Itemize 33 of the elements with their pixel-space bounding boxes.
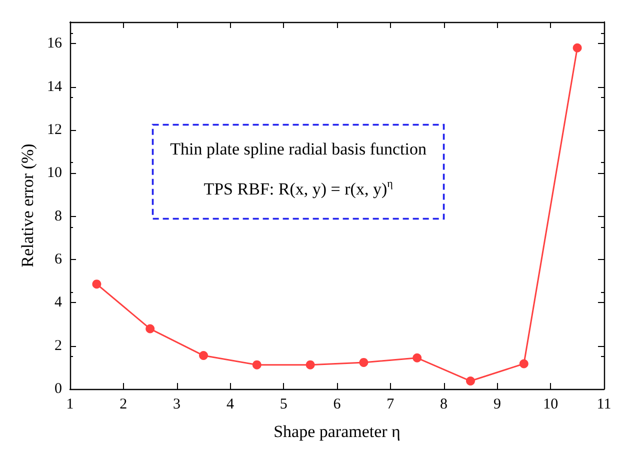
y-tick-label: 12	[47, 122, 62, 138]
point	[146, 324, 155, 334]
x-tick-label: 4	[226, 396, 234, 412]
x-tick-label: 2	[120, 396, 128, 412]
point	[519, 359, 528, 368]
point	[572, 43, 582, 52]
point	[306, 360, 315, 370]
point	[199, 351, 208, 360]
x-tick-label: 8	[440, 396, 448, 412]
point	[92, 280, 102, 289]
point	[252, 360, 262, 370]
x-tick-label: 3	[173, 396, 181, 412]
x-tick-label: 5	[280, 396, 288, 412]
y-tick-label: 16	[47, 36, 62, 52]
x-tick-label: 10	[543, 396, 558, 412]
y-tick-label: 14	[47, 78, 62, 95]
y-tick-label: 0	[54, 381, 62, 397]
x-axis-title: Shape parameter η	[274, 422, 400, 441]
y-tick-label: 2	[54, 338, 62, 354]
x-tick-label: 9	[493, 396, 501, 412]
point	[466, 376, 475, 386]
y-tick-label: 6	[54, 251, 62, 268]
y-axis-title: Relative error (%)	[18, 144, 37, 268]
y-tick-label: 4	[54, 294, 62, 311]
annotation: Thin plate spline radial basis function	[170, 139, 427, 158]
y-tick-label: 8	[54, 208, 62, 224]
y-tick-label: 10	[47, 165, 62, 182]
point	[359, 358, 368, 367]
x-tick-label: 11	[596, 396, 612, 412]
x-tick-label: 1	[66, 396, 74, 412]
x-tick-label: 6	[333, 396, 342, 412]
x-tick-label: 7	[386, 396, 395, 412]
point	[412, 353, 422, 362]
